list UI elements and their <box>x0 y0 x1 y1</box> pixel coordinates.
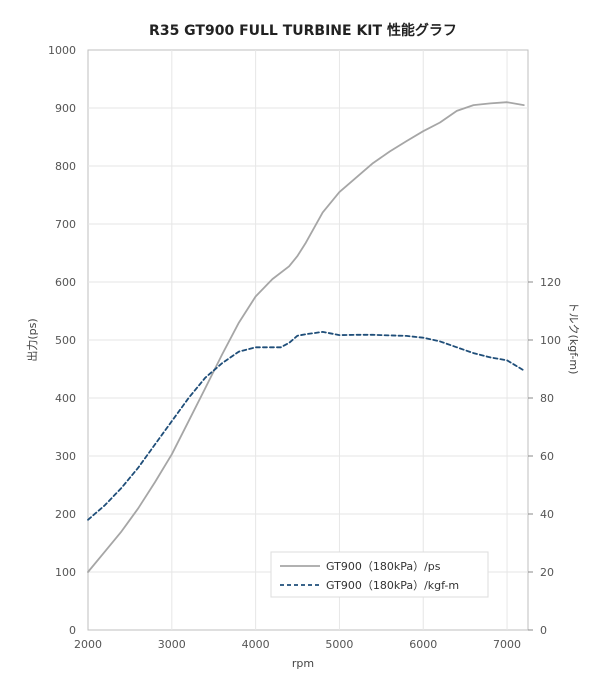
y-tick-right: 120 <box>540 276 561 289</box>
y-tick-right: 0 <box>540 624 547 637</box>
y-tick-left: 100 <box>55 566 76 579</box>
legend-label-torque: GT900（180kPa）/kgf-m <box>326 579 459 592</box>
y-axis-right-label: トルク(kgf-m) <box>567 302 580 375</box>
y-axis-left-label: 出力(ps) <box>25 318 39 361</box>
series-line-ps <box>87 101 525 573</box>
x-tick: 4000 <box>242 638 270 651</box>
y-tick-left: 300 <box>55 450 76 463</box>
y-tick-left: 800 <box>55 160 76 173</box>
y-tick-left: 600 <box>55 276 76 289</box>
y-tick-right: 100 <box>540 334 561 347</box>
y-tick-left: 0 <box>69 624 76 637</box>
y-tick-left: 700 <box>55 218 76 231</box>
x-axis-label: rpm <box>292 657 314 670</box>
legend-label-ps: GT900（180kPa）/ps <box>326 560 441 573</box>
legend: GT900（180kPa）/ps GT900（180kPa）/kgf-m <box>270 551 489 598</box>
y-tick-left: 200 <box>55 508 76 521</box>
series-lines <box>87 101 525 573</box>
y-tick-right: 20 <box>540 566 554 579</box>
legend-box <box>270 551 489 598</box>
x-tick: 6000 <box>409 638 437 651</box>
y-tick-right: 40 <box>540 508 554 521</box>
x-tick: 5000 <box>325 638 353 651</box>
y-tick-left: 400 <box>55 392 76 405</box>
series-line-torque <box>87 330 525 521</box>
y-tick-right: 60 <box>540 450 554 463</box>
x-tick: 2000 <box>74 638 102 651</box>
x-tick: 3000 <box>158 638 186 651</box>
y-tick-left: 1000 <box>48 44 76 57</box>
y-tick-left: 900 <box>55 102 76 115</box>
x-tick: 7000 <box>493 638 521 651</box>
y-tick-right: 80 <box>540 392 554 405</box>
chart-title: R35 GT900 FULL TURBINE KIT 性能グラフ <box>149 22 457 39</box>
y-tick-left: 500 <box>55 334 76 347</box>
